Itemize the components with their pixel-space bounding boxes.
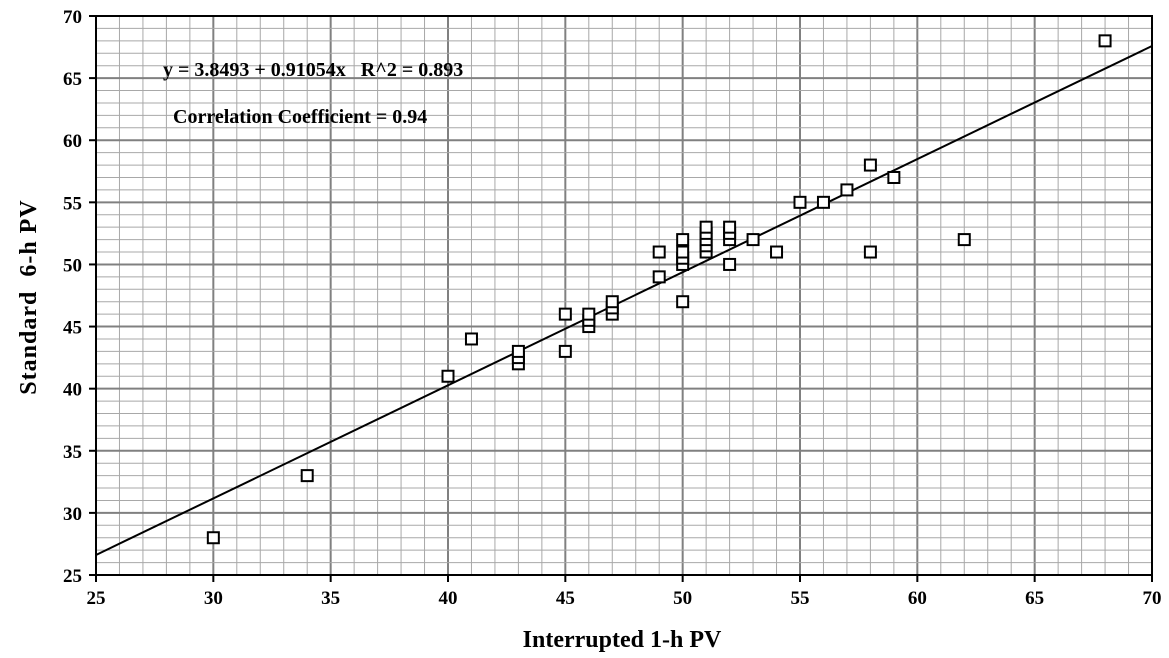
- data-point: [676, 245, 690, 259]
- data-point: [206, 531, 220, 545]
- regression-line-group: [95, 45, 1153, 556]
- plot-frame: [95, 15, 1153, 576]
- x-axis-ticks: 25 30 35 40 45 50 55 60 65 70: [87, 575, 1162, 609]
- data-point: [957, 233, 971, 247]
- grid: [96, 16, 1152, 575]
- data-point: [558, 307, 572, 321]
- y-tick-label: 70: [63, 7, 82, 28]
- data-point: [1098, 34, 1112, 48]
- data-point: [770, 245, 784, 259]
- y-tick-label: 50: [63, 255, 82, 276]
- data-point: [441, 369, 455, 383]
- x-tick-label: 70: [1143, 588, 1162, 609]
- data-point: [300, 469, 314, 483]
- y-tick-label: 45: [63, 318, 82, 339]
- data-point: [840, 183, 854, 197]
- regression-equation: y = 3.8493 + 0.91054x R^2 = 0.893: [163, 59, 463, 81]
- y-axis-title: Standard 6-h PV: [16, 199, 42, 394]
- data-point: [676, 295, 690, 309]
- data-point: [746, 233, 760, 247]
- regression-line: [95, 45, 1153, 556]
- x-tick-label: 50: [673, 588, 692, 609]
- correlation-coefficient: Correlation Coefficient = 0.94: [173, 106, 427, 128]
- data-point: [652, 270, 666, 284]
- x-tick-label: 30: [204, 588, 223, 609]
- y-tick-label: 25: [63, 566, 82, 587]
- data-point: [511, 344, 525, 358]
- data-point: [863, 158, 877, 172]
- y-tick-label: 35: [63, 442, 82, 463]
- x-tick-label: 25: [87, 588, 106, 609]
- data-points: [206, 34, 1112, 545]
- y-axis-ticks: 25 30 35 40 45 50 55 60 65 70: [63, 7, 96, 587]
- y-tick-label: 30: [63, 504, 82, 525]
- x-tick-label: 65: [1025, 588, 1044, 609]
- y-tick-label: 40: [63, 380, 82, 401]
- y-tick-label: 55: [63, 193, 82, 214]
- x-tick-label: 60: [908, 588, 927, 609]
- data-point: [676, 233, 690, 247]
- data-point: [464, 332, 478, 346]
- data-point: [816, 195, 830, 209]
- data-point: [863, 245, 877, 259]
- y-tick-label: 65: [63, 69, 82, 90]
- x-tick-label: 55: [791, 588, 810, 609]
- x-tick-label: 40: [439, 588, 458, 609]
- data-point: [652, 245, 666, 259]
- data-point: [699, 220, 713, 234]
- data-point: [723, 257, 737, 271]
- data-point: [887, 170, 901, 184]
- y-tick-label: 60: [63, 131, 82, 152]
- x-tick-label: 35: [321, 588, 340, 609]
- data-point: [605, 295, 619, 309]
- data-point: [582, 307, 596, 321]
- data-point: [793, 195, 807, 209]
- data-point: [723, 220, 737, 234]
- x-axis-title: Interrupted 1-h PV: [523, 627, 722, 653]
- data-point: [558, 344, 572, 358]
- x-tick-label: 45: [556, 588, 575, 609]
